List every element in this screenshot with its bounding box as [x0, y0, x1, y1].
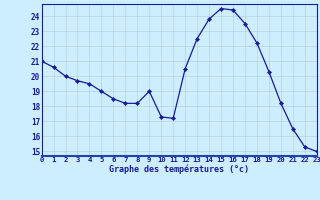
X-axis label: Graphe des températures (°c): Graphe des températures (°c): [109, 165, 249, 174]
